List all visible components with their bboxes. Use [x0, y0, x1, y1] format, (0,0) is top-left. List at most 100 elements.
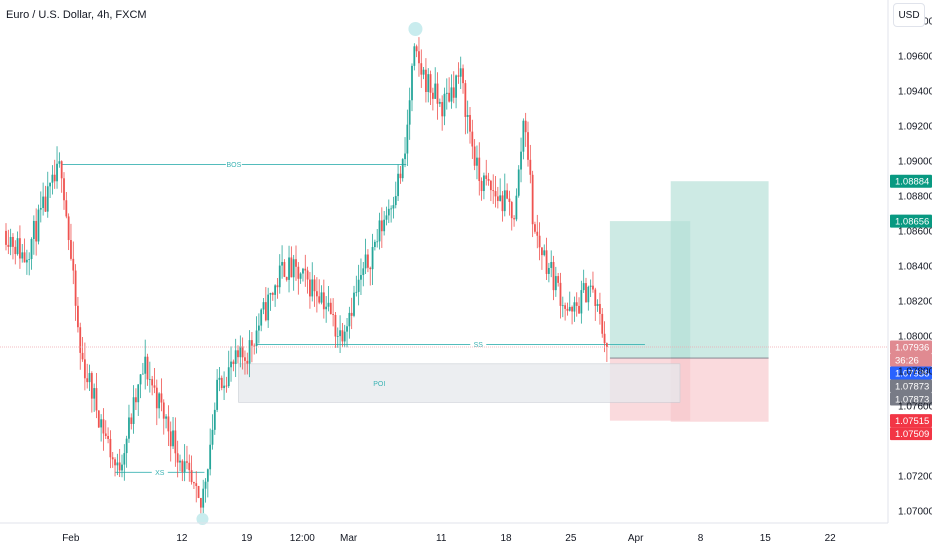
candle-body — [125, 438, 128, 454]
y-tick-label: 1.08600 — [898, 226, 932, 237]
candle-body — [35, 220, 38, 242]
candle-body — [213, 409, 216, 430]
poi-label: POI — [373, 381, 385, 388]
swing-low-marker — [196, 513, 209, 525]
candle-body — [211, 429, 214, 445]
candle-body — [494, 191, 497, 197]
candle-body — [311, 279, 314, 297]
candle-body — [107, 435, 109, 439]
y-tick-label: 1.07200 — [898, 471, 932, 482]
candle-body — [121, 464, 123, 471]
candle-body — [271, 293, 274, 295]
candle-body — [383, 219, 386, 232]
candle-body — [39, 207, 42, 210]
candle-body — [197, 486, 200, 498]
candle-body — [227, 367, 230, 387]
candle-body — [77, 305, 79, 328]
candle-body — [216, 379, 219, 410]
candle-body — [561, 305, 564, 307]
candle-body — [44, 196, 47, 212]
price-label: 1.07873 — [895, 394, 929, 405]
x-tick-label: Apr — [628, 533, 644, 544]
candle-body — [223, 385, 225, 389]
candle-body — [232, 361, 235, 365]
candle-body — [306, 270, 309, 280]
candle-body — [387, 208, 390, 216]
candle-body — [541, 247, 543, 256]
candle-body — [392, 205, 395, 209]
candle-body — [188, 462, 191, 471]
candle-body — [557, 276, 560, 283]
candle-body — [218, 377, 221, 380]
candle-body — [413, 46, 416, 66]
candle-body — [441, 101, 444, 117]
candle-body — [174, 430, 177, 454]
candle-body — [239, 346, 242, 358]
candle-body — [278, 265, 281, 288]
candle-body — [135, 397, 137, 403]
candle-body — [547, 267, 550, 274]
candle-body — [364, 254, 367, 269]
candle-body — [517, 169, 520, 196]
candle-body — [95, 388, 98, 411]
candle-body — [281, 262, 283, 266]
candle-body — [260, 309, 263, 326]
candle-body — [167, 416, 170, 432]
candle-body — [7, 244, 10, 247]
candle-body — [339, 330, 341, 337]
candle-body — [538, 235, 541, 248]
candle-body — [93, 388, 96, 399]
candle-body — [469, 114, 471, 132]
candle-body — [431, 92, 434, 99]
y-tick-label: 1.08400 — [898, 261, 932, 272]
candle-body — [102, 419, 105, 434]
candle-body — [269, 293, 272, 295]
candle-body — [28, 259, 31, 260]
candle-body — [587, 286, 590, 303]
candle-body — [343, 331, 346, 342]
candle-body — [209, 444, 212, 470]
candle-body — [450, 87, 453, 102]
y-tick-label: 1.08200 — [898, 296, 932, 307]
candle-body — [72, 258, 75, 271]
candle-body — [199, 497, 202, 508]
candle-body — [104, 433, 107, 436]
candle-body — [566, 308, 569, 311]
candle-body — [246, 360, 249, 364]
candle-body — [404, 153, 406, 160]
candle-body — [244, 357, 246, 361]
price-label: 1.07936 — [895, 342, 929, 353]
candle-body — [195, 483, 198, 487]
candle-body — [53, 174, 56, 182]
candle-body — [241, 346, 244, 358]
candle-body — [445, 92, 448, 94]
candle-body — [411, 65, 413, 101]
xs-label-bg — [151, 467, 168, 478]
candle-body — [202, 488, 205, 508]
candle-body — [153, 385, 156, 388]
y-tick-label: 1.09000 — [898, 156, 932, 167]
candle-body — [130, 417, 133, 424]
price-label: 1.08884 — [895, 177, 929, 188]
candle-body — [155, 387, 158, 409]
candle-body — [267, 294, 270, 321]
candle-body — [14, 246, 17, 255]
candle-body — [536, 231, 539, 236]
candle-body — [204, 481, 207, 489]
candle-body — [23, 252, 26, 263]
candle-body — [489, 180, 492, 191]
candle-body — [420, 63, 423, 75]
poi-zone — [238, 363, 681, 403]
currency-button[interactable]: USD — [893, 3, 925, 27]
candle-body — [181, 460, 184, 472]
candle-body — [336, 336, 339, 337]
candle-body — [100, 419, 103, 428]
ss-label: SS — [474, 342, 484, 349]
candle-body — [118, 462, 121, 471]
candle-body — [334, 314, 337, 337]
candle-body — [193, 482, 195, 484]
candle-body — [520, 151, 522, 170]
price-label: 1.07936 — [895, 368, 929, 379]
candle-body — [408, 100, 411, 125]
